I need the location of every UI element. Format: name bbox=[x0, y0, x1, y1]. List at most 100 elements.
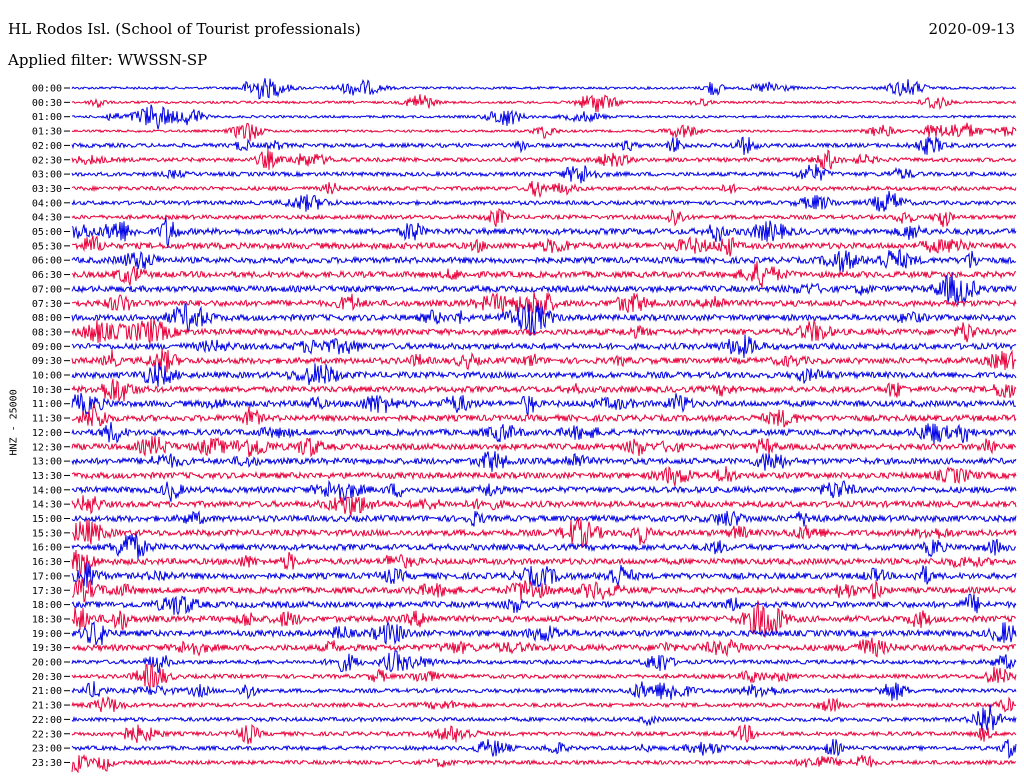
row-time-label: 22:00 bbox=[32, 715, 62, 726]
trace-row-0430 bbox=[71, 208, 1017, 228]
date-label: 2020-09-13 bbox=[928, 20, 1015, 38]
trace-row-0530 bbox=[71, 235, 1017, 257]
row-time-label: 03:00 bbox=[32, 170, 62, 181]
row-time-label: 07:00 bbox=[32, 284, 62, 295]
trace-row-0630 bbox=[71, 261, 1016, 289]
row-time-label: 11:30 bbox=[32, 414, 62, 425]
trace-row-1800 bbox=[71, 593, 1017, 616]
trace-row-0900 bbox=[71, 334, 1017, 358]
row-time-label: 23:00 bbox=[32, 744, 62, 755]
row-time-label: 07:30 bbox=[32, 299, 62, 310]
trace-row-0400 bbox=[71, 191, 1017, 212]
row-time-label: 00:00 bbox=[32, 84, 62, 95]
row-time-label: 19:00 bbox=[32, 629, 62, 640]
trace-row-2230 bbox=[71, 723, 1017, 745]
trace-row-2300 bbox=[71, 738, 1017, 760]
row-time-label: 23:30 bbox=[32, 758, 62, 769]
trace-row-1430 bbox=[71, 495, 1017, 516]
trace-row-2200 bbox=[71, 704, 1017, 732]
trace-row-1930 bbox=[71, 637, 1017, 658]
trace-row-1130 bbox=[71, 402, 1017, 428]
row-time-label: 09:30 bbox=[32, 356, 62, 367]
row-time-label: 15:00 bbox=[32, 514, 62, 525]
row-time-label: 04:00 bbox=[32, 198, 62, 209]
row-time-label: 21:00 bbox=[32, 686, 62, 697]
row-time-label: 15:30 bbox=[32, 528, 62, 539]
trace-row-2130 bbox=[71, 695, 1017, 713]
row-time-label: 01:30 bbox=[32, 127, 62, 138]
trace-row-1400 bbox=[71, 479, 1017, 502]
trace-row-1530 bbox=[71, 516, 1017, 549]
row-time-label: 18:30 bbox=[32, 614, 62, 625]
row-time-label: 21:30 bbox=[32, 701, 62, 712]
row-time-label: 13:00 bbox=[32, 457, 62, 468]
trace-row-1500 bbox=[71, 510, 1017, 527]
row-time-label: 08:30 bbox=[32, 327, 62, 338]
trace-row-1700 bbox=[71, 562, 1017, 588]
row-time-label: 17:00 bbox=[32, 571, 62, 582]
trace-row-0300 bbox=[71, 164, 1017, 184]
row-time-label: 03:30 bbox=[32, 184, 62, 195]
row-time-label: 10:30 bbox=[32, 385, 62, 396]
row-time-label: 01:00 bbox=[32, 112, 62, 123]
row-time-label: 06:30 bbox=[32, 270, 62, 281]
row-time-label: 17:30 bbox=[32, 586, 62, 597]
row-time-label: 08:00 bbox=[32, 313, 62, 324]
trace-row-0030 bbox=[71, 94, 1017, 113]
station-title: HL Rodos Isl. (School of Tourist profess… bbox=[8, 20, 361, 38]
trace-row-0930 bbox=[71, 348, 1017, 373]
row-time-label: 20:00 bbox=[32, 658, 62, 669]
row-time-label: 12:30 bbox=[32, 442, 62, 453]
filter-label: Applied filter: WWSSN-SP bbox=[8, 51, 208, 69]
trace-row-1730 bbox=[71, 578, 1017, 603]
row-time-label: 16:00 bbox=[32, 543, 62, 554]
row-time-label: 05:30 bbox=[32, 241, 62, 252]
trace-row-2030 bbox=[71, 663, 1017, 689]
trace-row-1030 bbox=[71, 378, 1017, 402]
trace-row-0230 bbox=[71, 149, 1017, 170]
trace-row-1100 bbox=[71, 392, 1017, 418]
trace-row-1330 bbox=[71, 466, 1017, 486]
row-time-label: 06:00 bbox=[32, 256, 62, 267]
trace-row-2100 bbox=[71, 681, 1017, 701]
trace-row-0800 bbox=[71, 302, 1017, 337]
trace-row-0130 bbox=[71, 122, 1017, 142]
trace-row-0200 bbox=[71, 136, 1017, 156]
row-time-label: 12:00 bbox=[32, 428, 62, 439]
trace-row-0100 bbox=[71, 104, 1017, 130]
row-time-label: 02:30 bbox=[32, 155, 62, 166]
trace-row-1300 bbox=[71, 451, 1017, 472]
row-time-label: 04:30 bbox=[32, 213, 62, 224]
row-time-label: 19:30 bbox=[32, 643, 62, 654]
trace-row-0600 bbox=[71, 248, 1017, 273]
row-time-label: 13:30 bbox=[32, 471, 62, 482]
trace-row-1900 bbox=[71, 620, 1017, 646]
row-time-label: 20:30 bbox=[32, 672, 62, 683]
trace-row-1600 bbox=[71, 533, 1017, 560]
row-time-label: 14:00 bbox=[32, 485, 62, 496]
trace-row-0500 bbox=[71, 217, 1017, 249]
trace-row-1000 bbox=[71, 362, 1017, 387]
row-time-label: 22:30 bbox=[32, 729, 62, 740]
trace-row-2000 bbox=[71, 650, 1017, 673]
row-time-label: 11:00 bbox=[32, 399, 62, 410]
trace-row-0730 bbox=[71, 291, 1017, 315]
row-time-label: 09:00 bbox=[32, 342, 62, 353]
trace-row-1200 bbox=[71, 421, 1017, 445]
trace-row-0000 bbox=[71, 78, 1017, 100]
trace-row-1230 bbox=[71, 436, 1016, 458]
row-time-label: 05:00 bbox=[32, 227, 62, 238]
trace-row-2330 bbox=[71, 753, 1017, 774]
row-time-label: 16:30 bbox=[32, 557, 62, 568]
row-time-label: 18:00 bbox=[32, 600, 62, 611]
row-time-label: 00:30 bbox=[32, 98, 62, 109]
trace-row-0700 bbox=[71, 272, 1017, 306]
trace-row-0830 bbox=[71, 318, 1017, 345]
row-time-label: 02:00 bbox=[32, 141, 62, 152]
row-time-label: 10:00 bbox=[32, 371, 62, 382]
trace-row-1830 bbox=[71, 600, 1017, 638]
row-time-label: 14:30 bbox=[32, 500, 62, 511]
trace-row-0330 bbox=[71, 180, 1017, 199]
trace-row-1630 bbox=[71, 550, 1017, 576]
